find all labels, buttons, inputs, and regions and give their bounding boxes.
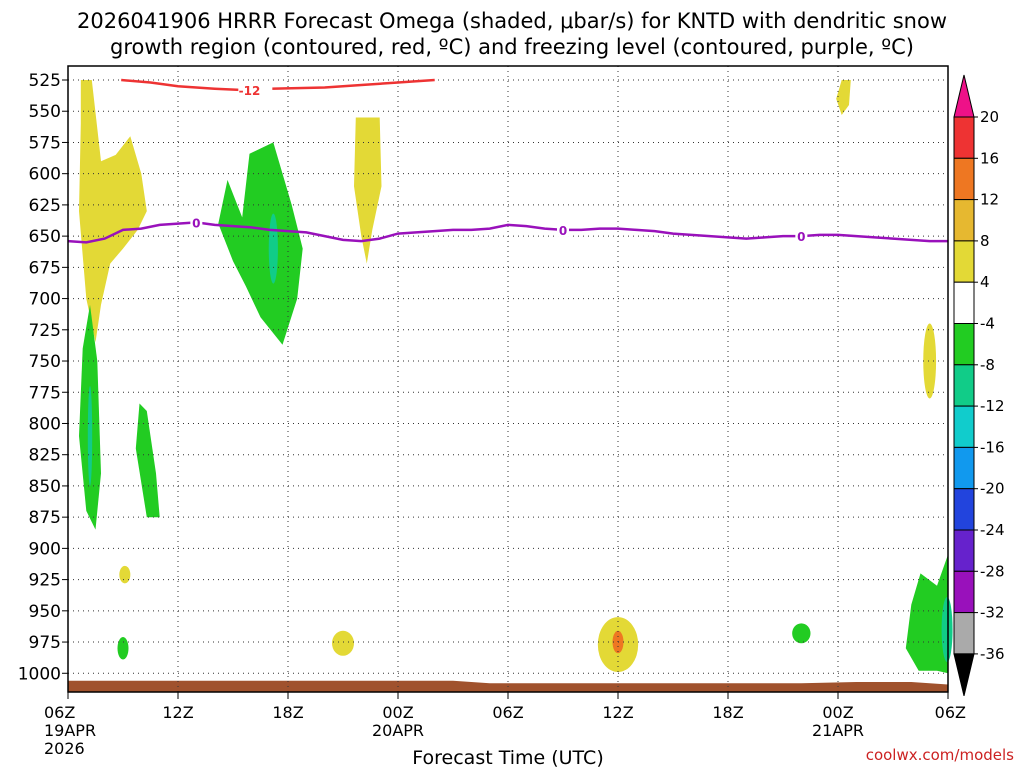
colorbar-segment-9 — [953, 446, 975, 490]
y-tick-label-700: 700 — [29, 290, 61, 310]
x-date-label-18: 20APR — [372, 721, 424, 740]
y-tick-label-725: 725 — [29, 321, 61, 341]
x-tick-label-36: 18Z — [712, 703, 743, 722]
freezing-label-bg-3 — [795, 229, 808, 244]
dendritic-label-bg — [238, 82, 273, 97]
freezing-label-bg-2 — [557, 222, 569, 237]
colorbar-segment-1 — [953, 116, 975, 159]
y-tick-label-800: 800 — [29, 414, 61, 434]
x-tick-label-24: 06Z — [492, 703, 523, 722]
omega-teal-region-1 — [268, 213, 278, 284]
colorbar-segment-7 — [953, 364, 975, 407]
y-tick-label-1000: 1000 — [18, 664, 61, 684]
y-tick-label-925: 925 — [29, 571, 61, 591]
dendritic-contour-label: -12 — [239, 84, 261, 98]
x-year-label-0: 2026 — [44, 739, 85, 758]
omega-yellow-region-4 — [923, 323, 937, 399]
colorbar-label-6: -8 — [980, 356, 995, 374]
y-tick-label-900: 900 — [29, 539, 61, 559]
colorbar-segment-11 — [953, 529, 975, 572]
y-tick-label-875: 875 — [29, 508, 61, 528]
y-tick-label-675: 675 — [29, 258, 61, 278]
credit-text: coolwx.com/models — [866, 746, 1014, 764]
x-tick-label-48: 06Z — [935, 703, 966, 722]
omega-green-region-6 — [905, 554, 948, 674]
colorbar-segment-8 — [953, 405, 975, 448]
colorbar-segment-6 — [953, 323, 975, 366]
y-tick-label-750: 750 — [29, 352, 61, 372]
y-tick-label-625: 625 — [29, 196, 61, 216]
omega-teal-region-3 — [941, 597, 953, 663]
colorbar-label-0: 20 — [980, 108, 999, 126]
x-tick-label-30: 12Z — [602, 703, 633, 722]
omega-green-region-1 — [218, 142, 303, 345]
omega-yellow-region-2 — [354, 117, 382, 264]
colorbar-label-8: -16 — [980, 438, 1005, 456]
colorbar-segment-5 — [953, 281, 975, 325]
freezing-contour-label-3: 0 — [797, 230, 805, 244]
omega-yellow-region-3 — [836, 80, 851, 115]
omega-teal-region-2 — [87, 386, 93, 486]
colorbar-label-3: 8 — [980, 232, 990, 250]
colorbar-top-triangle — [953, 74, 975, 118]
y-tick-label-525: 525 — [29, 71, 61, 91]
y-tick-label-775: 775 — [29, 383, 61, 403]
freezing-contour-label-2: 0 — [559, 224, 567, 238]
colorbar-segment-3 — [953, 199, 975, 242]
colorbar-segment-2 — [953, 157, 975, 201]
x-tick-label-18: 00Z — [382, 703, 413, 722]
y-tick-label-850: 850 — [29, 477, 61, 497]
x-tick-label-0: 06Z — [44, 703, 75, 722]
omega-yellow-region-6 — [332, 630, 354, 656]
x-date-label-42: 21APR — [812, 721, 864, 740]
omega-yellow-region-1 — [79, 80, 147, 343]
colorbar-label-4: 4 — [980, 273, 990, 291]
colorbar-label-5: -4 — [980, 315, 995, 333]
chart-title-line-1: 2026041906 HRRR Forecast Omega (shaded, … — [76, 9, 947, 33]
colorbar-label-7: -12 — [980, 397, 1005, 415]
omega-yellow-region-5 — [119, 565, 131, 584]
colorbar-label-10: -24 — [980, 521, 1005, 539]
colorbar-segment-10 — [953, 488, 975, 531]
chart-title-line-2: growth region (contoured, red, ºC) and f… — [110, 35, 914, 59]
x-tick-label-6: 12Z — [162, 703, 193, 722]
colorbar-label-11: -28 — [980, 562, 1005, 580]
colorbar-segment-12 — [953, 570, 975, 614]
plot-area — [68, 66, 948, 692]
y-tick-label-650: 650 — [29, 227, 61, 247]
colorbar-label-2: 12 — [980, 191, 999, 209]
x-tick-label-42: 00Z — [822, 703, 853, 722]
colorbar-label-13: -36 — [980, 645, 1005, 663]
colorbar-label-1: 16 — [980, 149, 999, 167]
freezing-label-bg-1 — [190, 215, 203, 230]
y-tick-label-975: 975 — [29, 633, 61, 653]
y-tick-label-950: 950 — [29, 602, 61, 622]
y-tick-label-600: 600 — [29, 165, 61, 185]
y-tick-label-550: 550 — [29, 102, 61, 122]
omega-green-region-4 — [117, 637, 129, 660]
x-date-label-0: 19APR — [44, 721, 96, 740]
y-tick-label-825: 825 — [29, 446, 61, 466]
x-tick-label-12: 18Z — [272, 703, 303, 722]
colorbar-label-12: -32 — [980, 604, 1005, 622]
colorbar-segment-4 — [953, 240, 975, 283]
colorbar-label-9: -20 — [980, 480, 1005, 498]
x-axis-label: Forecast Time (UTC) — [412, 747, 603, 768]
y-tick-label-575: 575 — [29, 133, 61, 153]
colorbar-bottom-triangle — [953, 653, 975, 697]
freezing-contour-label-1: 0 — [192, 216, 200, 230]
omega-green-region-5 — [792, 623, 811, 644]
omega-green-region-3 — [135, 403, 160, 518]
colorbar-segment-13 — [953, 612, 975, 655]
